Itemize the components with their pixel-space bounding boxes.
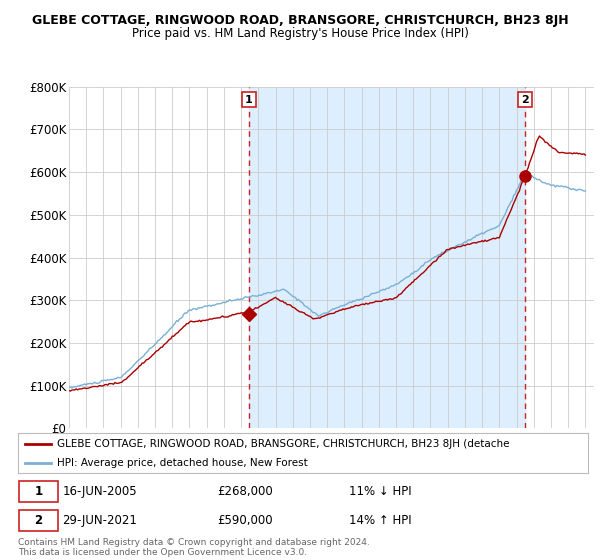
Text: Contains HM Land Registry data © Crown copyright and database right 2024.
This d: Contains HM Land Registry data © Crown c… bbox=[18, 538, 370, 557]
Text: £268,000: £268,000 bbox=[218, 485, 273, 498]
FancyBboxPatch shape bbox=[19, 482, 58, 502]
Text: 29-JUN-2021: 29-JUN-2021 bbox=[62, 514, 137, 527]
Text: 2: 2 bbox=[34, 514, 43, 527]
FancyBboxPatch shape bbox=[19, 510, 58, 531]
Text: GLEBE COTTAGE, RINGWOOD ROAD, BRANSGORE, CHRISTCHURCH, BH23 8JH (detache: GLEBE COTTAGE, RINGWOOD ROAD, BRANSGORE,… bbox=[57, 439, 509, 449]
Text: HPI: Average price, detached house, New Forest: HPI: Average price, detached house, New … bbox=[57, 458, 308, 468]
Text: 2: 2 bbox=[521, 95, 529, 105]
Bar bbox=[249, 87, 525, 428]
Text: 11% ↓ HPI: 11% ↓ HPI bbox=[349, 485, 411, 498]
Text: 16-JUN-2005: 16-JUN-2005 bbox=[62, 485, 137, 498]
Text: 1: 1 bbox=[245, 95, 253, 105]
Text: 1: 1 bbox=[34, 485, 43, 498]
Text: £590,000: £590,000 bbox=[218, 514, 273, 527]
Text: GLEBE COTTAGE, RINGWOOD ROAD, BRANSGORE, CHRISTCHURCH, BH23 8JH: GLEBE COTTAGE, RINGWOOD ROAD, BRANSGORE,… bbox=[32, 14, 568, 27]
Text: Price paid vs. HM Land Registry's House Price Index (HPI): Price paid vs. HM Land Registry's House … bbox=[131, 27, 469, 40]
Text: 14% ↑ HPI: 14% ↑ HPI bbox=[349, 514, 411, 527]
